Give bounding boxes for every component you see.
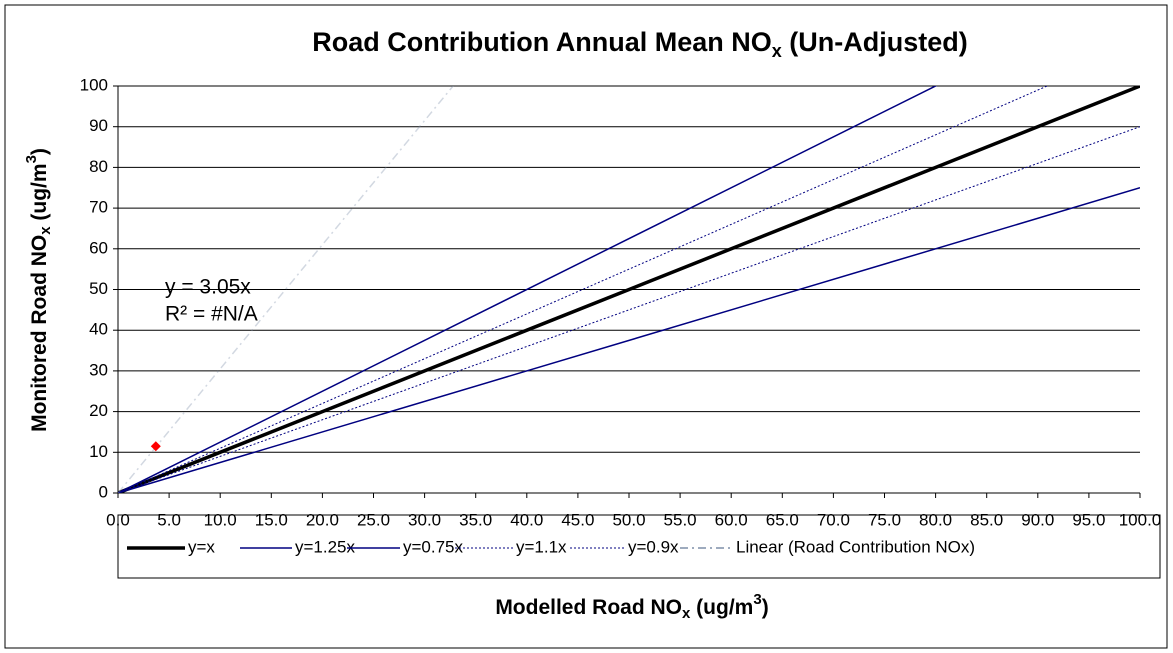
- x-tick-label: 95.0: [1072, 510, 1105, 529]
- legend-label: Linear (Road Contribution NOx): [736, 537, 975, 556]
- y-tick-label: 90: [89, 116, 108, 135]
- x-tick-label: 65.0: [766, 510, 799, 529]
- y-tick-label: 100: [80, 75, 108, 94]
- legend-label: y=0.9x: [628, 537, 679, 556]
- x-tick-label: 55.0: [664, 510, 697, 529]
- x-tick-label: 10.0: [204, 510, 237, 529]
- x-tick-label: 30.0: [408, 510, 441, 529]
- x-tick-label: 75.0: [868, 510, 901, 529]
- x-tick-label: 80.0: [919, 510, 952, 529]
- plot-area: [118, 86, 1140, 493]
- series-line: [118, 187, 1140, 493]
- x-tick-label: 5.0: [157, 510, 181, 529]
- x-tick-label: 20.0: [306, 510, 339, 529]
- x-tick-label: 40.0: [510, 510, 543, 529]
- scatter-point: [150, 441, 161, 452]
- legend-box: [117, 514, 1161, 579]
- x-axis-label: Modelled Road NOx (ug/m3): [495, 591, 768, 622]
- x-tick-label: 25.0: [357, 510, 390, 529]
- chart-title: Road Contribution Annual Mean NOx (Un-Ad…: [312, 27, 967, 61]
- legend-label: y=1.25x: [295, 537, 356, 556]
- x-tick-label: 45.0: [561, 510, 594, 529]
- y-tick-label: 0: [99, 482, 108, 501]
- x-tick-label: 100.0: [1119, 510, 1162, 529]
- y-axis-label: Monitored Road NOx (ug/m3): [23, 148, 54, 432]
- y-tick-label: 20: [89, 401, 108, 420]
- series-line: [118, 86, 1140, 493]
- x-tick-label: 50.0: [612, 510, 645, 529]
- x-tick-label: 0.0: [106, 510, 130, 529]
- y-tick-label: 40: [89, 320, 108, 339]
- series-line: [118, 86, 938, 493]
- x-tick-label: 60.0: [715, 510, 748, 529]
- y-tick-label: 70: [89, 198, 108, 217]
- y-tick-label: 80: [89, 157, 108, 176]
- x-tick-label: 90.0: [1021, 510, 1054, 529]
- x-tick-label: 85.0: [970, 510, 1003, 529]
- y-tick-label: 10: [89, 442, 108, 461]
- x-tick-label: 15.0: [255, 510, 288, 529]
- x-tick-label: 70.0: [817, 510, 850, 529]
- legend-label: y=0.75x: [403, 537, 464, 556]
- y-tick-label: 50: [89, 279, 108, 298]
- x-tick-label: 35.0: [459, 510, 492, 529]
- annotation: R² = #N/A: [165, 303, 258, 326]
- annotation: y = 3.05x: [165, 276, 251, 299]
- legend-label: y=1.1x: [516, 537, 567, 556]
- y-tick-label: 60: [89, 238, 108, 257]
- series-line: [118, 86, 1049, 493]
- series-line: [118, 126, 1140, 493]
- legend-label: y=x: [188, 537, 215, 556]
- y-tick-label: 30: [89, 360, 108, 379]
